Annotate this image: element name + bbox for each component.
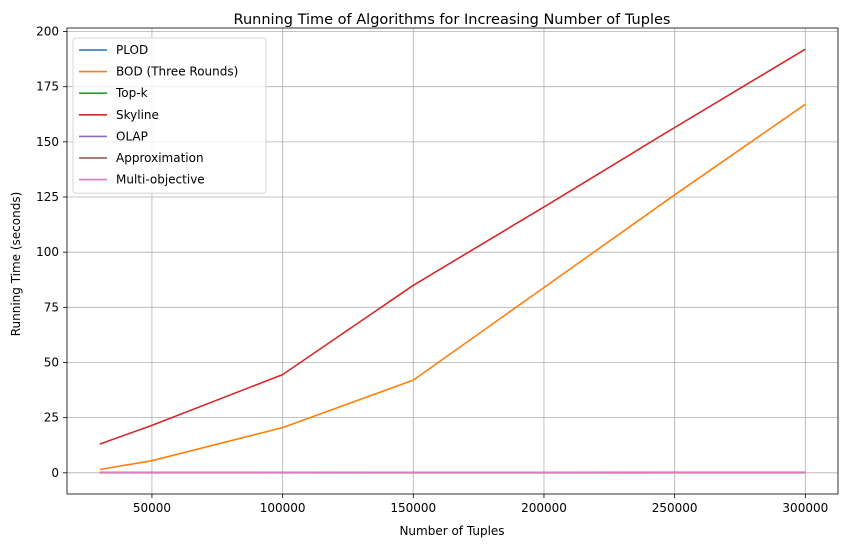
legend-label: BOD (Three Rounds) xyxy=(116,65,238,79)
x-tick-label: 250000 xyxy=(652,501,698,515)
series-line-skyline xyxy=(99,48,806,445)
y-tick-label: 0 xyxy=(51,466,59,480)
y-tick-label: 150 xyxy=(36,135,59,149)
plot-frame xyxy=(66,27,839,495)
x-tick-label: 150000 xyxy=(390,501,436,515)
legend: PLOD BOD (Three Rounds) Top-k Skyline OLAP Ap… xyxy=(72,37,267,194)
legend-label: Top-k xyxy=(115,86,148,100)
x-axis-label: Number of Tuples xyxy=(399,524,504,538)
legend-label: OLAP xyxy=(116,129,148,143)
y-tick-label: 200 xyxy=(36,25,59,39)
y-tick-label: 125 xyxy=(36,190,59,204)
y-tick-label: 25 xyxy=(44,411,59,425)
x-tick-label: 200000 xyxy=(521,501,567,515)
y-tick-label: 50 xyxy=(44,355,59,369)
legend-label: PLOD xyxy=(116,43,148,57)
grid-lines xyxy=(67,28,838,494)
x-tick-label: 50000 xyxy=(133,501,171,515)
y-axis-label: Running Time (seconds) xyxy=(9,192,23,337)
legend-label: Multi-objective xyxy=(116,173,205,187)
legend-label: Approximation xyxy=(116,151,204,165)
y-tick-label: 75 xyxy=(44,300,59,314)
series-lines xyxy=(99,48,806,474)
x-tick-label: 300000 xyxy=(782,501,828,515)
x-axis-ticks: 50000 100000 150000 200000 250000 300000 xyxy=(133,494,828,515)
x-tick-label: 100000 xyxy=(260,501,306,515)
y-tick-label: 175 xyxy=(36,80,59,94)
series-line-bod-three-rounds xyxy=(99,103,806,471)
y-tick-label: 100 xyxy=(36,245,59,259)
legend-label: Skyline xyxy=(116,108,159,122)
y-axis-ticks: 0 25 50 75 100 125 150 175 200 xyxy=(36,25,67,480)
legend-box xyxy=(72,37,267,194)
chart-title: Running Time of Algorithms for Increasin… xyxy=(234,12,671,28)
